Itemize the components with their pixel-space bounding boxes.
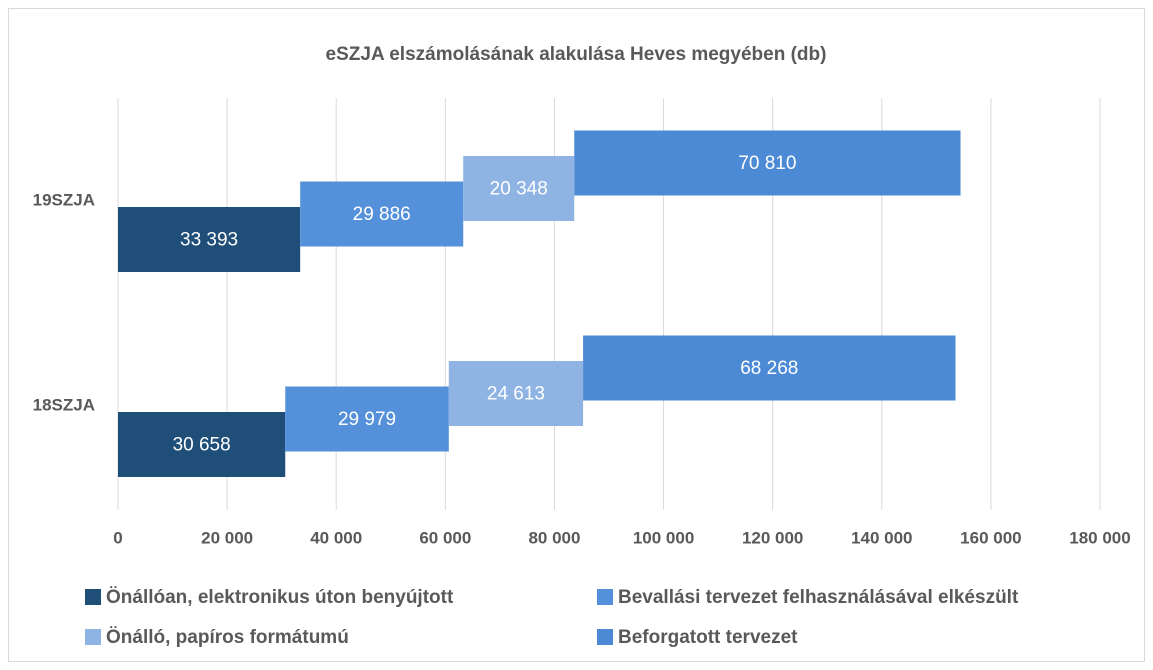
bar-segment	[583, 335, 956, 401]
data-label: 20 348	[490, 179, 548, 200]
data-label: 30 658	[173, 435, 231, 456]
legend-swatch	[85, 629, 101, 645]
x-tick-label: 60 000	[419, 528, 471, 547]
legend-label: Önállóan, elektronikus úton benyújtott	[106, 587, 454, 608]
x-tick-label: 20 000	[201, 528, 253, 547]
bar-segment	[574, 130, 961, 196]
bar-segment	[285, 386, 449, 452]
legend-swatch	[597, 589, 613, 605]
bar-segment	[448, 361, 584, 426]
x-tick-label: 160 000	[960, 528, 1021, 547]
data-label: 29 886	[353, 204, 411, 225]
data-label: 68 268	[740, 358, 798, 379]
x-tick-label: 180 000	[1069, 528, 1130, 547]
bar-segment	[300, 181, 464, 247]
x-tick-label: 40 000	[310, 528, 362, 547]
chart-border	[8, 8, 1145, 662]
legend-label: Bevallási tervezet felhasználásával elké…	[618, 587, 1019, 608]
data-label: 29 979	[338, 409, 396, 430]
x-tick-label: 140 000	[851, 528, 912, 547]
bar-segment	[463, 156, 575, 221]
y-tick-label: 19SZJA	[33, 190, 95, 209]
data-label: 24 613	[487, 384, 545, 405]
chart-title: eSZJA elszámolásának alakulása Heves meg…	[326, 44, 827, 65]
bar-segment	[118, 412, 286, 477]
data-label: 33 393	[180, 230, 238, 251]
legend-label: Beforgatott tervezet	[618, 627, 798, 648]
bar-segment	[118, 207, 301, 272]
x-tick-label: 120 000	[742, 528, 803, 547]
data-label: 70 810	[738, 153, 796, 174]
legend-swatch	[85, 589, 101, 605]
y-tick-label: 18SZJA	[33, 395, 95, 414]
legend-label: Önálló, papíros formátumú	[106, 627, 349, 648]
legend-swatch	[597, 629, 613, 645]
x-tick-label: 0	[113, 528, 122, 547]
x-tick-label: 100 000	[633, 528, 694, 547]
x-tick-label: 80 000	[528, 528, 580, 547]
